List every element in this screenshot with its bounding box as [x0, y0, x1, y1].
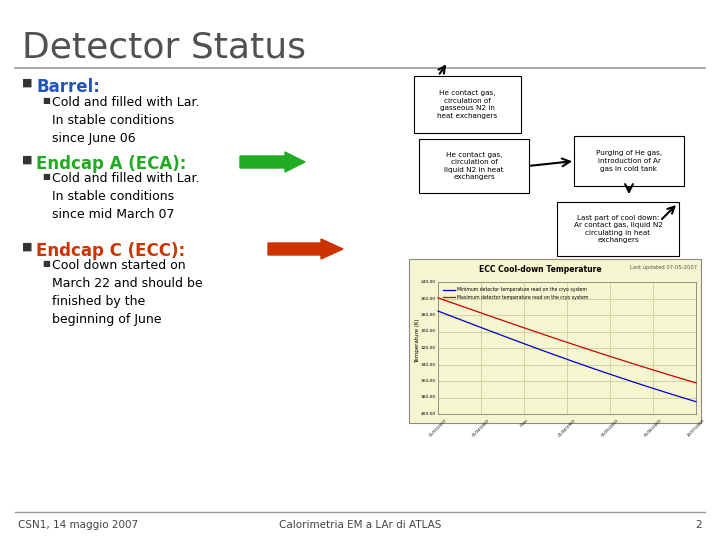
Text: 10/07/2007: 10/07/2007 — [686, 418, 706, 437]
Text: 300,00: 300,00 — [421, 329, 436, 334]
FancyBboxPatch shape — [557, 202, 679, 256]
Text: ■: ■ — [42, 96, 50, 105]
Text: 260,00: 260,00 — [421, 296, 436, 300]
Text: Endcap C (ECC):: Endcap C (ECC): — [36, 242, 185, 260]
FancyBboxPatch shape — [419, 139, 529, 193]
Text: ■: ■ — [42, 259, 50, 268]
Text: 2: 2 — [696, 520, 702, 530]
FancyArrow shape — [268, 239, 343, 259]
Text: 400,00: 400,00 — [421, 412, 436, 416]
Text: 01/05/2007: 01/05/2007 — [600, 418, 620, 437]
Text: 360,00: 360,00 — [421, 379, 436, 383]
Text: He contact gas,
circulation of
liquid N2 in heat
exchangers: He contact gas, circulation of liquid N2… — [444, 152, 504, 180]
Text: 01/04/2007: 01/04/2007 — [557, 418, 577, 437]
Text: Minimum detector temperature read on the cryo system: Minimum detector temperature read on the… — [457, 287, 587, 293]
Text: ECC Cool-down Temperature: ECC Cool-down Temperature — [479, 265, 601, 274]
Text: Last part of cool down:
Ar contact gas, liquid N2
circulating in heat
exchangers: Last part of cool down: Ar contact gas, … — [574, 215, 662, 243]
Text: 320,00: 320,00 — [421, 346, 436, 350]
Text: Date: Date — [519, 418, 529, 428]
Text: 380,00: 380,00 — [421, 395, 436, 400]
Text: Purging of He gas,
introduction of Ar
gas in cold tank: Purging of He gas, introduction of Ar ga… — [596, 151, 662, 172]
Text: ■: ■ — [22, 155, 32, 165]
FancyArrow shape — [240, 152, 305, 172]
Text: ■: ■ — [22, 78, 32, 88]
Text: 01/06/2007: 01/06/2007 — [643, 418, 663, 437]
Text: Cold and filled with Lar.
In stable conditions
since June 06: Cold and filled with Lar. In stable cond… — [52, 96, 199, 145]
Text: Calorimetria EM a LAr di ATLAS: Calorimetria EM a LAr di ATLAS — [279, 520, 441, 530]
Text: Last updated 07-05-2007: Last updated 07-05-2007 — [630, 265, 697, 270]
FancyBboxPatch shape — [574, 136, 684, 186]
Text: Cool down started on
March 22 and should be
finished by the
beginning of June: Cool down started on March 22 and should… — [52, 259, 202, 326]
Text: Temperature (K): Temperature (K) — [415, 319, 420, 363]
Text: 01/03/2007: 01/03/2007 — [428, 418, 448, 437]
Text: Barrel:: Barrel: — [36, 78, 100, 96]
Text: 280,00: 280,00 — [421, 313, 436, 317]
Text: He contact gas,
circulation of
gasseous N2 in
heat exchangers: He contact gas, circulation of gasseous … — [437, 90, 498, 119]
Text: Endcap A (ECA):: Endcap A (ECA): — [36, 155, 186, 173]
Text: ■: ■ — [22, 242, 32, 252]
FancyBboxPatch shape — [409, 259, 701, 423]
Text: ■: ■ — [42, 172, 50, 181]
Text: CSN1, 14 maggio 2007: CSN1, 14 maggio 2007 — [18, 520, 138, 530]
Text: 240,00: 240,00 — [421, 280, 436, 284]
Text: Cold and filled with Lar.
In stable conditions
since mid March 07: Cold and filled with Lar. In stable cond… — [52, 172, 199, 221]
Text: 340,00: 340,00 — [421, 362, 436, 367]
Text: Detector Status: Detector Status — [22, 30, 306, 64]
Text: 01/04/2007: 01/04/2007 — [472, 418, 491, 437]
Text: Maximum detector temperature read on the cryo system: Maximum detector temperature read on the… — [457, 294, 588, 300]
FancyBboxPatch shape — [414, 76, 521, 133]
